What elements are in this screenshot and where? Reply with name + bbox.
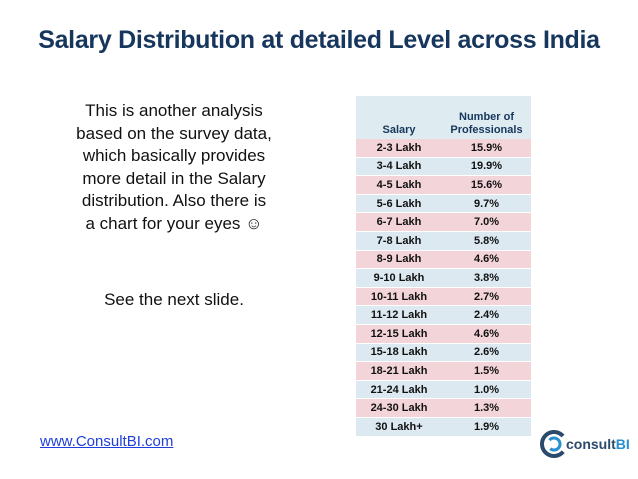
table-row: 7-8 Lakh 5.8% <box>356 231 531 251</box>
table-row: 3-4 Lakh 19.9% <box>356 157 531 177</box>
body-line: This is another analysis <box>85 101 263 120</box>
table-row: 24-30 Lakh 1.3% <box>356 399 531 418</box>
percentage-cell: 2.6% <box>473 346 500 359</box>
salary-range-cell: 9-10 Lakh <box>373 271 425 284</box>
table-body: 2-3 Lakh 15.9% 3-4 Lakh 19.9% 4-5 Lakh 15.6% 5… <box>356 139 531 437</box>
next-slide-text: See the next slide. <box>104 290 244 309</box>
logo-text-bi: BI <box>615 436 630 452</box>
slide-title: Salary Distribution at detailed Level ac… <box>38 26 600 54</box>
logo-text-consult: consult <box>566 436 616 452</box>
percentage-cell: 4.6% <box>473 253 500 266</box>
percentage-cell: 1.5% <box>473 364 500 377</box>
table-row: 4-5 Lakh 15.6% <box>356 176 531 195</box>
percentage-cell: 1.0% <box>473 383 500 396</box>
body-line: which basically provides <box>82 146 266 166</box>
table-row: 15-18 Lakh 2.6% <box>356 343 531 363</box>
percentage-cell: 19.9% <box>470 160 503 173</box>
header-professionals: Number of Professionals <box>450 111 523 136</box>
salary-range-cell: 3-4 Lakh <box>376 160 422 173</box>
salary-table: Salary Number of Professionals 2-3 Lakh 1… <box>356 96 531 437</box>
salary-range-cell: 5-6 Lakh <box>376 197 422 210</box>
website-link[interactable]: www.ConsultBI.com <box>40 433 174 450</box>
table-header: Salary Number of Professionals <box>356 96 531 139</box>
table-row: 18-21 Lakh 1.5% <box>356 362 531 381</box>
salary-range-cell: 30 Lakh+ <box>375 420 423 433</box>
percentage-cell: 2.4% <box>473 309 500 322</box>
table-row: 21-24 Lakh 1.0% <box>356 380 531 400</box>
body-line: a chart for your eyes ☺ <box>85 213 263 233</box>
salary-range-cell: 12-15 Lakh <box>370 327 428 340</box>
body-line: distribution. Also there is <box>81 191 267 211</box>
salary-range-cell: 4-5 Lakh <box>376 178 422 191</box>
body-text: This is another analysis based on the su… <box>52 100 296 236</box>
table-row: 11-12 Lakh 2.4% <box>356 306 531 325</box>
salary-range-cell: 21-24 Lakh <box>370 383 428 396</box>
percentage-cell: 15.9% <box>470 141 503 154</box>
percentage-cell: 1.3% <box>473 402 500 415</box>
logo-icon <box>540 430 568 458</box>
salary-range-cell: 7-8 Lakh <box>376 234 422 247</box>
salary-range-cell: 15-18 Lakh <box>370 346 428 359</box>
table-row: 10-11 Lakh 2.7% <box>356 287 531 307</box>
salary-range-cell: 24-30 Lakh <box>370 402 428 415</box>
percentage-cell: 7.0% <box>473 216 500 229</box>
consultbi-logo: consultBI <box>540 430 630 458</box>
table-row: 5-6 Lakh 9.7% <box>356 194 531 214</box>
percentage-cell: 5.8% <box>473 234 500 247</box>
salary-range-cell: 6-7 Lakh <box>376 216 422 229</box>
body-line: more detail in the Salary <box>82 168 266 188</box>
salary-range-cell: 8-9 Lakh <box>376 253 422 266</box>
table-row: 8-9 Lakh 4.6% <box>356 250 531 270</box>
logo-text: consultBI <box>566 436 630 452</box>
table-row: 9-10 Lakh 3.8% <box>356 269 531 288</box>
header-salary: Salary <box>382 124 416 136</box>
percentage-cell: 15.6% <box>470 178 503 191</box>
percentage-cell: 2.7% <box>473 290 500 303</box>
salary-range-cell: 2-3 Lakh <box>376 141 422 154</box>
salary-range-cell: 10-11 Lakh <box>370 290 428 303</box>
table-row: 2-3 Lakh 15.9% <box>356 139 531 158</box>
percentage-cell: 1.9% <box>473 420 500 433</box>
body-line: based on the survey data, <box>76 123 272 143</box>
table-row: 30 Lakh+ 1.9% <box>356 417 531 437</box>
percentage-cell: 4.6% <box>473 327 500 340</box>
table-row: 6-7 Lakh 7.0% <box>356 213 531 232</box>
table-row: 12-15 Lakh 4.6% <box>356 324 531 344</box>
salary-range-cell: 11-12 Lakh <box>370 309 428 322</box>
percentage-cell: 9.7% <box>473 197 500 210</box>
percentage-cell: 3.8% <box>473 271 500 284</box>
salary-range-cell: 18-21 Lakh <box>370 364 428 377</box>
